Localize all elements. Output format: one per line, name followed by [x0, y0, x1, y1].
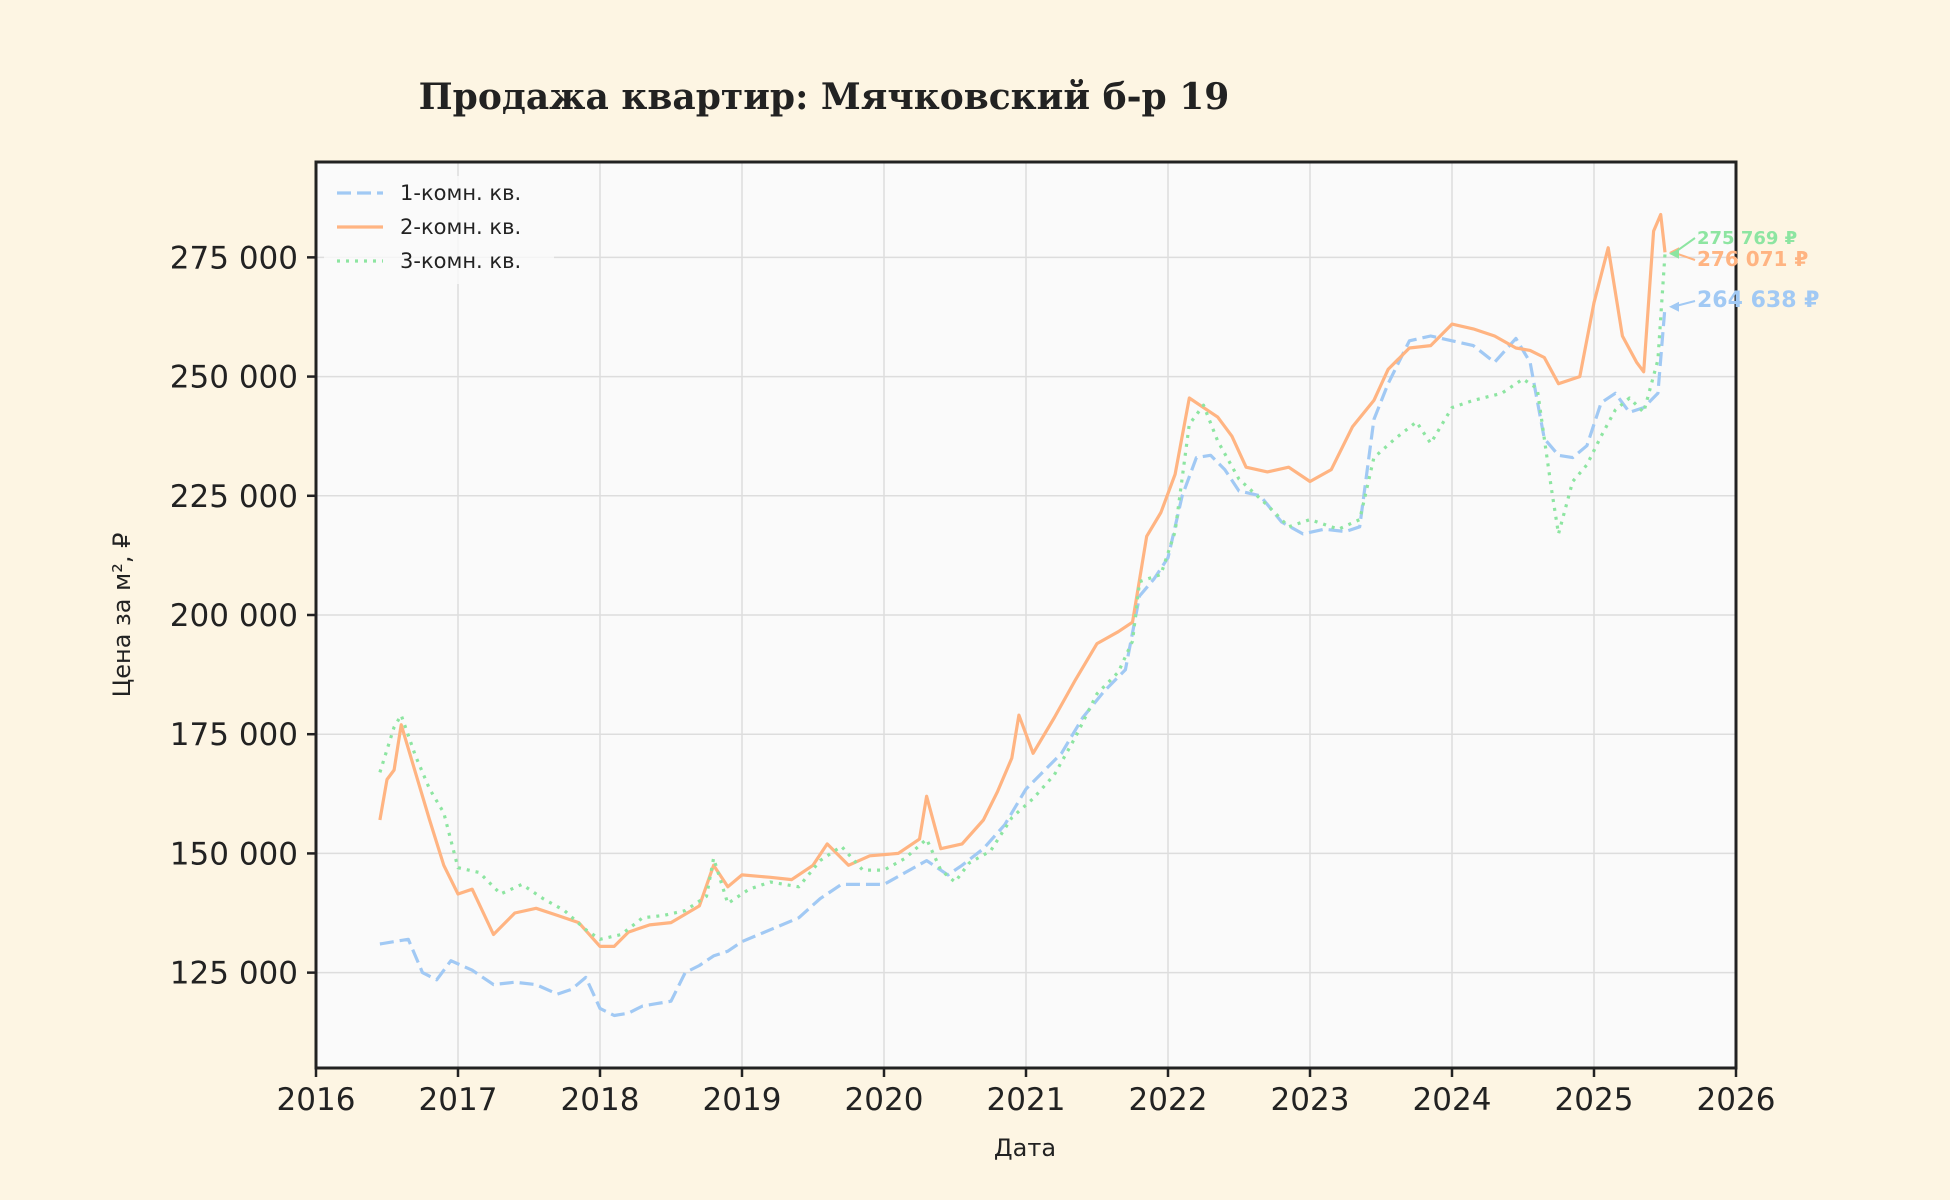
end-labels: 264 638 ₽ 276 071 ₽275 769 ₽: [1669, 228, 1819, 313]
legend: 1-комн. кв. 2-комн. кв. 3-комн. кв.: [337, 181, 521, 273]
y-tick-label: 150 000: [170, 836, 298, 872]
x-tick-label: 2022: [1129, 1082, 1208, 1118]
y-tick-label: 275 000: [170, 240, 298, 276]
y-tick-label: 200 000: [170, 598, 298, 634]
series-line-1: [379, 306, 1667, 1018]
legend-label-3: 3-комн. кв.: [400, 249, 521, 273]
y-tick-label: 250 000: [170, 360, 298, 396]
x-tick-label: 2017: [419, 1082, 498, 1118]
series-layer: [378, 212, 1667, 1018]
end-value-label-3: 275 769 ₽: [1697, 228, 1797, 249]
x-axis: 2016 2017 2018 2019 2020 2021 2022 2023 2024 2025…: [277, 1068, 1776, 1118]
end-value-label-1: 264 638 ₽: [1697, 288, 1819, 313]
x-tick-label: 2025: [1555, 1082, 1634, 1118]
x-tick-label: 2016: [277, 1082, 356, 1118]
x-tick-label: 2021: [987, 1082, 1066, 1118]
x-tick-label: 2023: [1271, 1082, 1350, 1118]
x-tick-label: 2019: [703, 1082, 782, 1118]
x-tick-label: 2024: [1413, 1082, 1492, 1118]
y-axis: 125 000 150 000 175 000 200 000 225 000 250 0…: [170, 240, 316, 992]
legend-label-2: 2-комн. кв.: [400, 215, 521, 239]
y-axis-label: Цена за м², ₽: [108, 533, 136, 698]
series-line-2: [378, 212, 1667, 948]
end-arrowhead-1: [1669, 301, 1679, 312]
series-line-3: [378, 253, 1667, 941]
end-value-label-2: 276 071 ₽: [1697, 247, 1808, 271]
x-tick-label: 2020: [845, 1082, 924, 1118]
y-tick-label: 175 000: [170, 717, 298, 753]
legend-label-1: 1-комн. кв.: [400, 181, 521, 205]
x-tick-label: 2018: [561, 1082, 640, 1118]
y-tick-label: 125 000: [170, 956, 298, 992]
x-tick-label: 2026: [1697, 1082, 1776, 1118]
y-tick-label: 225 000: [170, 479, 298, 515]
x-axis-label: Дата: [994, 1134, 1056, 1162]
chart-title: Продажа квартир: Мячковский б-р 19: [419, 76, 1230, 118]
end-arrowhead-3: [1669, 248, 1679, 259]
